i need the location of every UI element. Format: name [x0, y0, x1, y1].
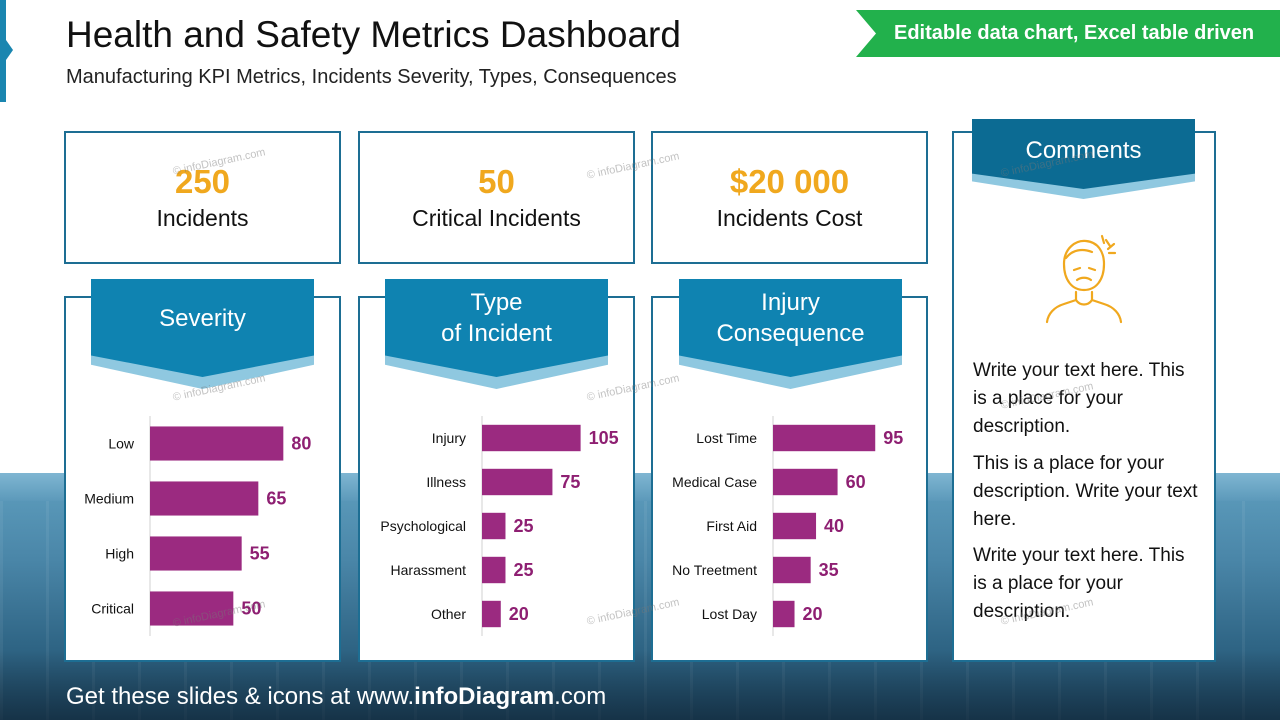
ribbon-injury-consequence: Injury Consequence [679, 279, 902, 389]
ribbon-front [679, 279, 902, 377]
kpi-card-incidents-cost: $20 000 Incidents Cost [651, 131, 928, 264]
ribbon-title-line: Type [470, 289, 523, 316]
bar [773, 600, 795, 628]
kpi-label: Incidents Cost [716, 205, 863, 231]
data-label: 80 [291, 434, 311, 454]
bar [482, 556, 506, 584]
footer-suffix: .com [554, 683, 607, 710]
category-label: Psychological [380, 518, 466, 534]
category-label: No Treetment [672, 562, 757, 578]
left-accent-bar [0, 0, 13, 102]
bar [482, 512, 506, 540]
ribbon-front [972, 119, 1195, 189]
bar [773, 424, 876, 452]
data-label: 95 [883, 428, 903, 448]
person-headache-icon [1042, 234, 1126, 324]
comment-paragraph: This is a place for your description. Wr… [973, 453, 1198, 530]
category-label: Other [431, 606, 466, 622]
bar [773, 512, 817, 540]
category-label: Harassment [391, 562, 467, 578]
page-subtitle: Manufacturing KPI Metrics, Incidents Sev… [66, 66, 677, 88]
severity-bar-chart: Low 80 Medium 65 High 55 Critical 50 [84, 416, 311, 636]
kpi-card-critical-incidents: 50 Critical Incidents [358, 131, 635, 264]
panel-comments [952, 131, 1216, 662]
editable-banner-label: Editable data chart, Excel table driven [894, 22, 1255, 44]
category-label: Injury [432, 430, 466, 446]
category-label: Medium [84, 491, 134, 507]
category-label: Lost Time [696, 430, 757, 446]
bar [773, 556, 811, 584]
data-label: 20 [803, 604, 823, 624]
kpi-label: Critical Incidents [412, 205, 581, 231]
ribbon-severity: Severity [91, 279, 314, 389]
comments-title: Comments [1025, 136, 1142, 164]
data-label: 105 [589, 428, 619, 448]
bar [150, 426, 284, 461]
bar [482, 424, 581, 452]
data-label: 25 [513, 516, 533, 536]
ribbon-title: Severity [91, 279, 314, 357]
data-label: 55 [250, 544, 270, 564]
editable-banner: Editable data chart, Excel table driven [856, 10, 1280, 57]
category-label: Lost Day [702, 606, 757, 622]
ribbon-front [385, 279, 608, 377]
ribbon-comments: Comments [972, 119, 1195, 199]
category-label: Critical [91, 601, 134, 617]
kpi-value: $20 000 [729, 163, 850, 200]
type-of-incident-bar-chart: Injury 105 Illness 75 Psychological 25 Harassm… [380, 416, 619, 636]
data-label: 60 [846, 472, 866, 492]
data-label: 50 [241, 599, 261, 619]
injury-consequence-bar-chart: Lost Time 95 Medical Case 60 First Aid 40 No T… [672, 416, 903, 636]
footer-prefix: Get these slides & icons at www. [66, 683, 415, 710]
category-label: First Aid [706, 518, 757, 534]
ribbon-title-line: Consequence [716, 320, 865, 347]
comment-paragraph: Write your text here. This is a place fo… [973, 545, 1185, 622]
page-title: Health and Safety Metrics Dashboard [66, 14, 681, 55]
data-label: 20 [509, 604, 529, 624]
data-label: 25 [513, 560, 533, 580]
data-label: 40 [824, 516, 844, 536]
ribbon-title-line: Severity [159, 304, 246, 332]
data-label: 65 [266, 489, 286, 509]
footer-link-text[interactable]: Get these slides & icons at www.infoDiag… [66, 683, 606, 711]
data-label: 75 [560, 472, 580, 492]
ribbon-front [91, 279, 314, 377]
data-label: 35 [819, 560, 839, 580]
comment-paragraph: Write your text here. This is a place fo… [973, 360, 1185, 437]
ribbon-title: Comments [972, 119, 1195, 181]
category-label: Medical Case [672, 474, 757, 490]
kpi-value: 50 [478, 163, 515, 200]
category-label: Low [108, 436, 135, 452]
kpi-value: 250 [174, 163, 231, 200]
category-label: High [105, 546, 134, 562]
bar [773, 468, 838, 496]
ribbon-title: Type of Incident [385, 279, 608, 357]
ribbon-title: Injury Consequence [679, 279, 902, 357]
ribbon-title-line: Injury [761, 289, 820, 316]
category-label: Illness [426, 474, 466, 490]
bar [150, 481, 259, 516]
ribbon-type-of-incident: Type of Incident [385, 279, 608, 389]
bar [150, 591, 234, 626]
bar [150, 536, 242, 571]
ribbon-title-line: of Incident [441, 320, 552, 347]
bar [482, 468, 553, 496]
kpi-card-incidents: 250 Incidents [64, 131, 341, 264]
bar [482, 600, 501, 628]
footer-brand: infoDiagram [414, 683, 555, 710]
kpi-label: Incidents [156, 205, 249, 231]
